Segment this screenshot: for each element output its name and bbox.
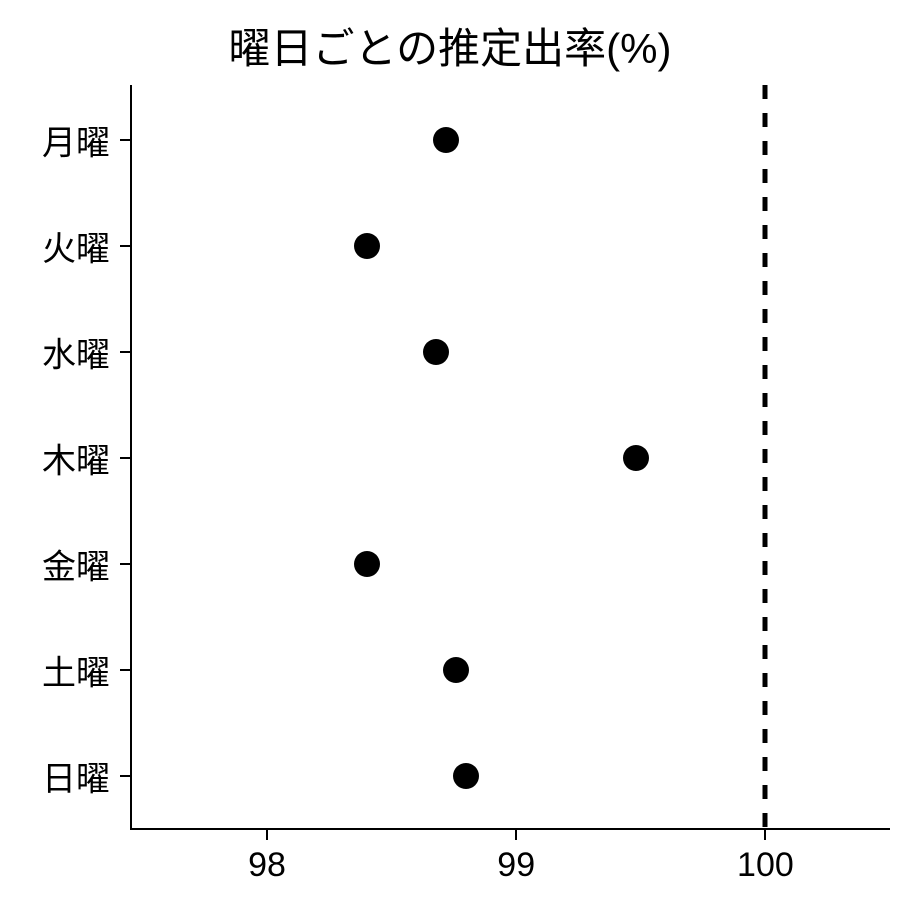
y-tick-label: 日曜 [42,752,110,801]
data-point [423,339,449,365]
y-axis-line [130,85,132,830]
x-tick [764,830,766,840]
y-tick-label: 水曜 [42,328,110,377]
x-tick-label: 99 [497,846,535,885]
x-axis-line [130,828,890,830]
data-point [433,127,459,153]
y-tick-label: 木曜 [42,434,110,483]
chart-title: 曜日ごとの推定出率(%) [0,15,900,76]
y-tick-label: 月曜 [42,116,110,165]
y-tick [120,457,130,459]
y-tick [120,245,130,247]
plot-area: 9899100月曜火曜水曜木曜金曜土曜日曜 [130,85,890,830]
data-point [453,763,479,789]
y-tick-label: 土曜 [42,646,110,695]
x-tick-label: 98 [248,846,286,885]
reference-line [763,85,768,830]
x-tick-label: 100 [737,846,794,885]
y-tick-label: 火曜 [42,222,110,271]
y-tick [120,351,130,353]
data-point [354,233,380,259]
x-tick [266,830,268,840]
y-tick [120,139,130,141]
y-tick-label: 金曜 [42,540,110,589]
y-tick [120,563,130,565]
x-tick [515,830,517,840]
chart-container: 曜日ごとの推定出率(%) 9899100月曜火曜水曜木曜金曜土曜日曜 [0,0,900,900]
data-point [443,657,469,683]
y-tick [120,669,130,671]
data-point [623,445,649,471]
data-point [354,551,380,577]
y-tick [120,775,130,777]
